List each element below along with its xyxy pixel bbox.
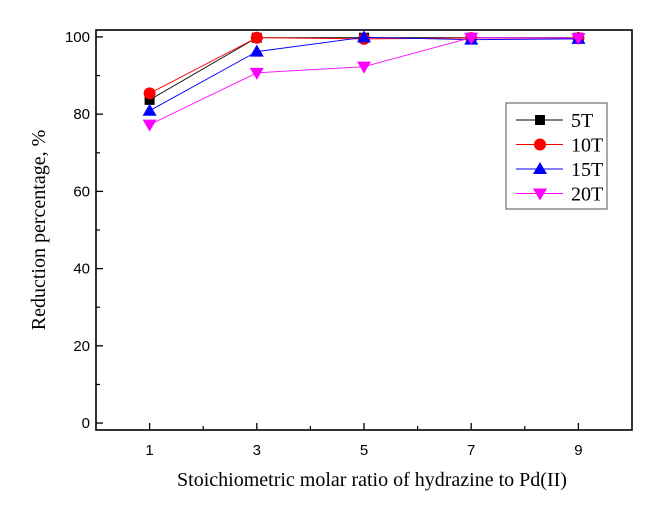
y-tick-label: 40	[73, 261, 90, 278]
series-line	[149, 36, 579, 112]
legend-item: 10T	[516, 135, 603, 157]
legend-marker	[535, 115, 545, 125]
data-point	[249, 44, 264, 57]
legend-item: 15T	[516, 159, 603, 181]
y-tick-label: 80	[73, 106, 90, 123]
x-tick-label: 9	[574, 442, 582, 459]
data-point	[143, 87, 156, 100]
data-point	[142, 103, 157, 116]
legend-marker	[533, 162, 547, 174]
data-point	[357, 61, 371, 74]
data-point	[144, 94, 155, 105]
plot-frame	[95, 29, 633, 431]
x-tick-label: 1	[145, 442, 153, 459]
legend-label: 20T	[571, 184, 603, 206]
legend-item: 20T	[516, 184, 603, 206]
data-point	[249, 67, 264, 80]
y-tick-label: 20	[73, 338, 90, 355]
legend-label: 15T	[571, 159, 603, 181]
x-tick-label: 5	[360, 442, 368, 459]
y-tick-label: 100	[65, 29, 90, 46]
data-point	[250, 31, 263, 44]
legend-label: 10T	[571, 135, 603, 157]
x-axis-label: Stoichiometric molar ratio of hydrazine …	[177, 469, 567, 491]
legend-box	[505, 102, 608, 210]
axis-ticks: 1 3 5 7 9 0 20 40 60 80 100	[65, 29, 583, 459]
x-tick-label: 3	[253, 442, 261, 459]
y-tick-label: 60	[73, 183, 90, 200]
data-point	[142, 119, 157, 132]
legend-label: 5T	[571, 110, 593, 132]
series-layer	[142, 30, 586, 132]
y-tick-label: 0	[82, 415, 90, 432]
x-tick-label: 7	[467, 442, 475, 459]
data-point	[571, 33, 586, 46]
series-20T	[142, 32, 586, 132]
data-point	[464, 32, 479, 45]
y-axis-label: Reduction percentage, %	[28, 130, 50, 330]
legend-marker	[534, 138, 546, 151]
legend-item: 5T	[516, 110, 593, 132]
data-point	[357, 30, 371, 43]
legend-marker	[533, 188, 547, 201]
